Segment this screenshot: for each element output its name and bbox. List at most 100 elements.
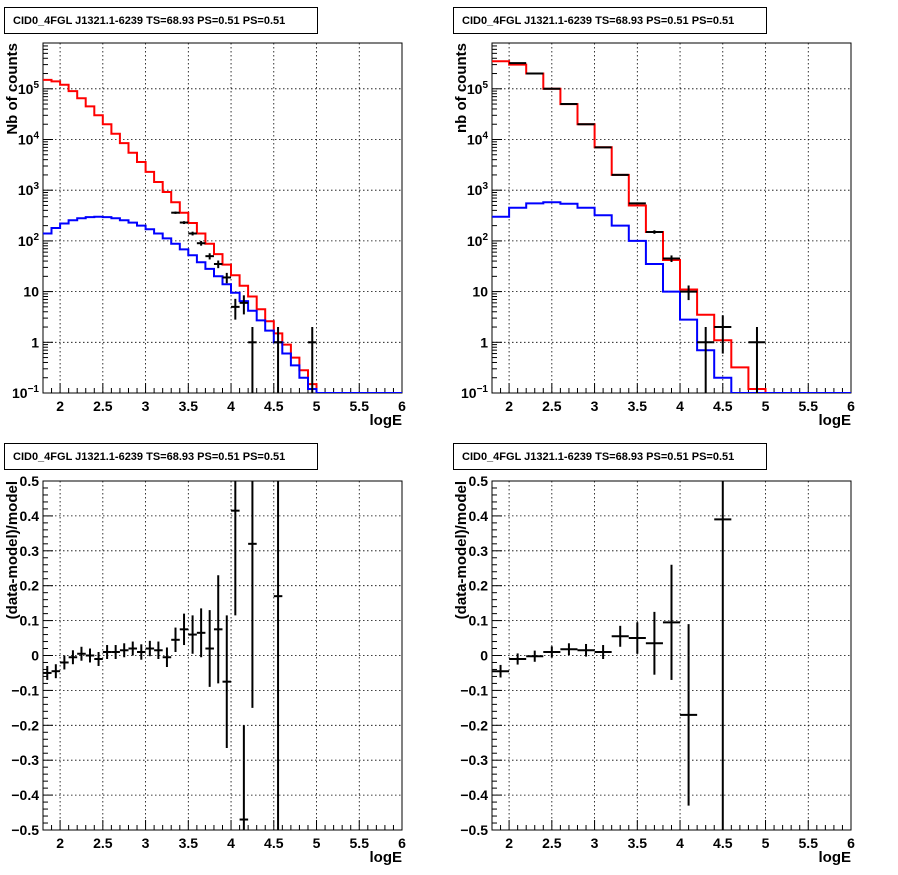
- data-point: [231, 298, 240, 320]
- title-box-border: [4, 7, 318, 34]
- y-tick-label: 0.3: [469, 543, 489, 559]
- x-tick-label: 4.5: [264, 398, 284, 414]
- title-box-border: [4, 443, 318, 470]
- resid-left-grid: [43, 481, 402, 830]
- x-tick-label: 3: [591, 398, 599, 414]
- data-point: [273, 327, 283, 393]
- x-tick-label: 2.5: [542, 835, 562, 851]
- x-tick-label: 4.5: [713, 398, 733, 414]
- title-box-border: [453, 7, 767, 34]
- spec-right-ticks: [491, 42, 852, 394]
- resid-right-points: [492, 481, 732, 830]
- resid-right-title: CID0_4FGL J1321.1-6239 TS=68.93 PS=0.51 …: [462, 451, 734, 463]
- residual-point: [137, 644, 146, 660]
- x-tick-label: 3.5: [628, 398, 648, 414]
- residual-point: [239, 725, 249, 830]
- resid-left-xlabel: logE: [370, 849, 403, 866]
- spec-left-ticks: [42, 42, 403, 394]
- y-tick-label: 103: [18, 181, 40, 198]
- x-tick-label: 6: [847, 398, 855, 414]
- x-tick-label: 2.5: [542, 398, 562, 414]
- resid-left-title-box: CID0_4FGL J1321.1-6239 TS=68.93 PS=0.51 …: [4, 443, 318, 470]
- y-tick-label: 105: [467, 80, 489, 97]
- y-tick-label: 102: [467, 232, 489, 249]
- y-tick-label: −0.3: [460, 752, 488, 768]
- data-point: [239, 295, 249, 315]
- x-tick-label: 5: [313, 835, 321, 851]
- data-point: [188, 231, 197, 236]
- resid-left-panel: CID0_4FGL J1321.1-6239 TS=68.93 PS=0.51 …: [4, 443, 406, 866]
- x-tick-label: 3: [142, 398, 150, 414]
- resid-left-plot: [43, 481, 283, 830]
- data-point: [594, 146, 612, 149]
- x-tick-label: 3: [142, 835, 150, 851]
- x-tick-label: 6: [398, 398, 406, 414]
- x-tick-label: 5: [762, 398, 770, 414]
- residual-point: [196, 608, 206, 658]
- spec-left-frame: [42, 42, 403, 394]
- residual-point: [222, 615, 232, 748]
- spec-left-grid: [43, 43, 402, 393]
- y-tick-label: −0.4: [460, 787, 488, 803]
- data-point: [248, 327, 257, 393]
- y-tick-label: 103: [467, 181, 489, 198]
- x-tick-label: 5.5: [799, 398, 819, 414]
- x-tick-label: 2: [505, 398, 513, 414]
- residual-point: [68, 650, 78, 665]
- data-point: [714, 315, 732, 354]
- y-tick-label: 0.5: [20, 473, 40, 489]
- x-tick-label: 4: [227, 835, 235, 851]
- residual-point: [154, 641, 163, 659]
- x-tick-label: 4: [676, 398, 684, 414]
- x-tick-label: 5: [313, 398, 321, 414]
- data-point: [205, 253, 214, 260]
- residual-point: [188, 615, 197, 654]
- spec-left-data-points: [171, 211, 317, 393]
- data-point: [213, 260, 223, 269]
- spec-right-series-0: [492, 60, 851, 393]
- x-tick-label: 6: [847, 835, 855, 851]
- y-tick-label: 0.5: [469, 473, 489, 489]
- residual-point: [543, 646, 561, 658]
- residual-point: [51, 664, 61, 679]
- resid-right-plot: [492, 481, 732, 830]
- spec-left-ylabel: Nb of counts: [4, 43, 21, 135]
- data-point: [196, 241, 206, 246]
- x-tick-label: 3.5: [179, 835, 199, 851]
- residual-point: [179, 613, 189, 646]
- residual-point: [509, 653, 527, 665]
- spec-right-xlabel: logE: [819, 412, 852, 429]
- resid-right-ticks: [491, 480, 852, 831]
- y-tick-label: 1: [31, 334, 39, 350]
- resid-left-ylabel: (data-model)/model: [4, 481, 21, 619]
- resid-right-ylabel: (data-model)/model: [453, 481, 470, 619]
- y-tick-label: −0.1: [460, 682, 488, 698]
- y-tick-label: 105: [18, 80, 40, 97]
- y-tick-label: 10: [472, 284, 488, 300]
- y-tick-label: −0.5: [460, 822, 488, 838]
- resid-left-ticks: [42, 480, 403, 831]
- residual-point: [628, 622, 646, 654]
- y-tick-label: 10−1: [12, 384, 39, 401]
- data-point: [662, 255, 681, 263]
- residual-point: [111, 645, 120, 659]
- y-tick-label: 10: [23, 284, 39, 300]
- y-tick-label: 0.3: [20, 543, 40, 559]
- residual-point: [128, 641, 138, 656]
- residual-point: [714, 481, 732, 830]
- spec-right-data-points: [509, 62, 766, 393]
- x-tick-label: 3.5: [628, 835, 648, 851]
- residual-point: [231, 481, 240, 616]
- residual-point: [560, 643, 578, 656]
- residual-point: [213, 575, 223, 684]
- spec-left-xlabel: logE: [370, 412, 403, 429]
- x-tick-label: 2: [56, 398, 64, 414]
- residual-point: [60, 655, 69, 670]
- data-point: [680, 285, 698, 301]
- x-tick-label: 4: [227, 398, 235, 414]
- residual-point: [85, 648, 95, 663]
- residual-point: [43, 665, 52, 680]
- residual-point: [205, 610, 214, 687]
- resid-right-title-box: CID0_4FGL J1321.1-6239 TS=68.93 PS=0.51 …: [453, 443, 767, 470]
